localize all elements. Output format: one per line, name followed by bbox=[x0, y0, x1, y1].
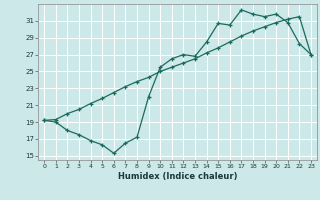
X-axis label: Humidex (Indice chaleur): Humidex (Indice chaleur) bbox=[118, 172, 237, 181]
